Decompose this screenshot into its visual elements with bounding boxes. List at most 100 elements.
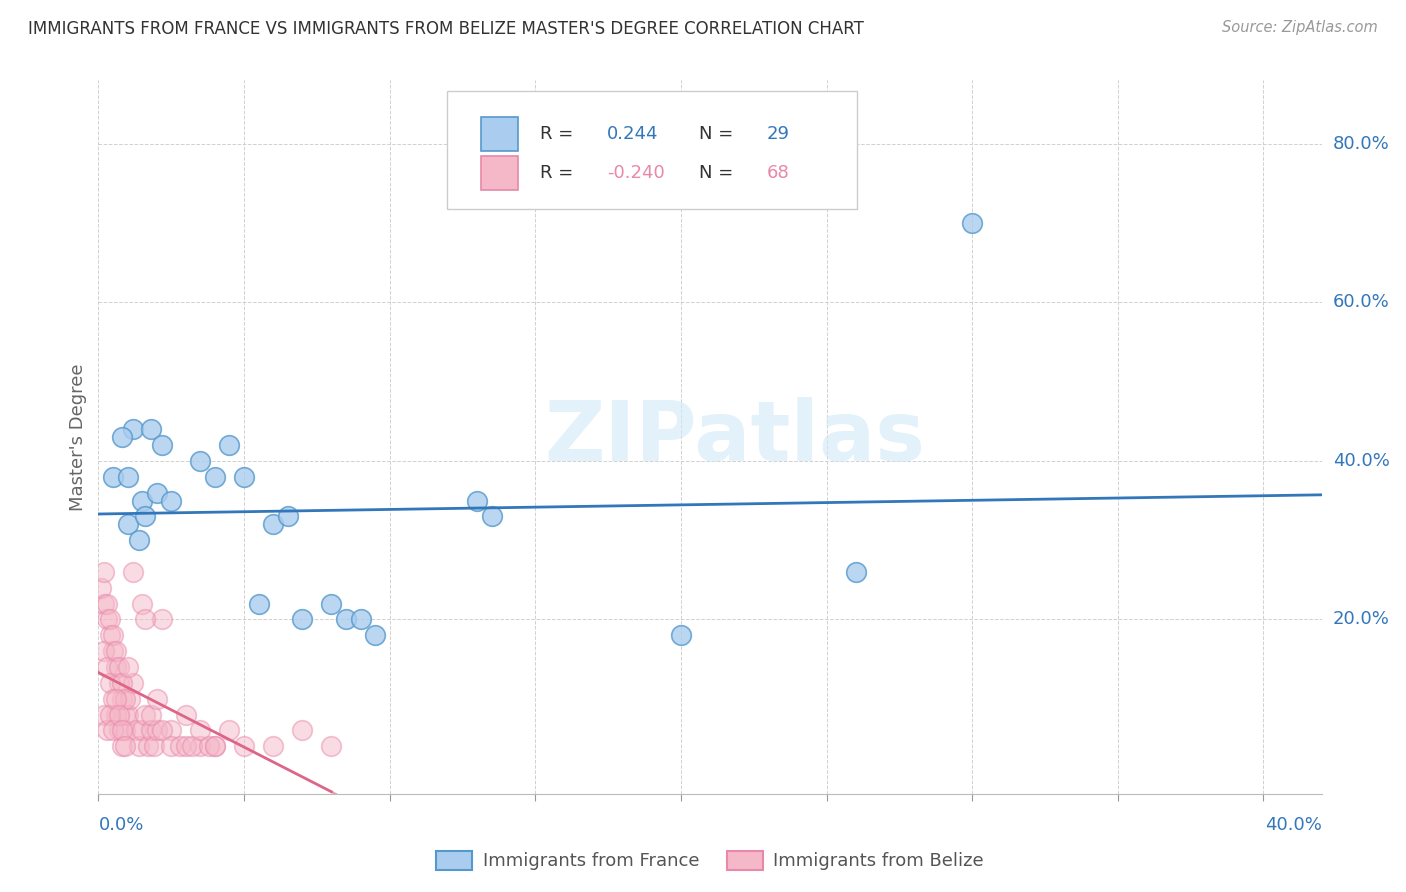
Text: Source: ZipAtlas.com: Source: ZipAtlas.com xyxy=(1222,20,1378,35)
Point xyxy=(321,597,343,611)
Point xyxy=(218,723,240,738)
Point xyxy=(128,533,150,548)
Point xyxy=(321,739,343,754)
Point xyxy=(108,660,131,674)
Point xyxy=(145,691,167,706)
Point xyxy=(204,469,226,483)
Point xyxy=(134,509,156,524)
Point xyxy=(98,707,121,722)
Point xyxy=(117,469,139,483)
Point xyxy=(108,676,131,690)
Text: R =: R = xyxy=(540,125,579,143)
Point xyxy=(93,644,115,658)
Point xyxy=(669,628,692,642)
Point xyxy=(188,723,212,738)
Point xyxy=(291,612,314,626)
Point xyxy=(134,612,156,626)
Point xyxy=(145,485,167,500)
Point xyxy=(174,739,197,754)
Point xyxy=(152,723,174,738)
Text: 0.244: 0.244 xyxy=(607,125,659,143)
Point xyxy=(120,691,142,706)
Point xyxy=(117,707,139,722)
Point xyxy=(160,493,183,508)
Point xyxy=(96,660,118,674)
Point xyxy=(93,597,115,611)
Point xyxy=(96,723,118,738)
Point xyxy=(335,612,357,626)
Point xyxy=(136,739,159,754)
Text: -0.240: -0.240 xyxy=(607,164,665,182)
Text: IMMIGRANTS FROM FRANCE VS IMMIGRANTS FROM BELIZE MASTER'S DEGREE CORRELATION CHA: IMMIGRANTS FROM FRANCE VS IMMIGRANTS FRO… xyxy=(28,20,865,37)
Text: R =: R = xyxy=(540,164,579,182)
Point xyxy=(104,707,127,722)
Point xyxy=(465,493,488,508)
Point xyxy=(960,216,983,230)
Point xyxy=(277,509,299,524)
Point xyxy=(122,565,145,579)
Text: 40.0%: 40.0% xyxy=(1333,452,1389,470)
Point xyxy=(204,739,226,754)
Point xyxy=(125,723,148,738)
Point xyxy=(142,739,165,754)
Point xyxy=(139,707,162,722)
Text: 20.0%: 20.0% xyxy=(1333,610,1389,629)
Point xyxy=(131,597,153,611)
Point xyxy=(101,644,124,658)
Text: 68: 68 xyxy=(766,164,789,182)
Point xyxy=(845,565,868,579)
Point xyxy=(114,723,136,738)
Point xyxy=(233,739,256,754)
Point xyxy=(101,628,124,642)
FancyBboxPatch shape xyxy=(481,156,517,190)
Point xyxy=(180,739,202,754)
Point xyxy=(174,707,197,722)
Text: N =: N = xyxy=(699,164,740,182)
Point xyxy=(134,707,156,722)
Point xyxy=(364,628,387,642)
Point xyxy=(152,438,174,452)
Text: ZIPatlas: ZIPatlas xyxy=(544,397,925,477)
Point xyxy=(108,723,131,738)
Point xyxy=(108,707,131,722)
Point xyxy=(122,676,145,690)
Text: 29: 29 xyxy=(766,125,789,143)
Legend: Immigrants from France, Immigrants from Belize: Immigrants from France, Immigrants from … xyxy=(429,843,991,878)
Y-axis label: Master's Degree: Master's Degree xyxy=(69,363,87,511)
Point xyxy=(169,739,191,754)
FancyBboxPatch shape xyxy=(447,91,856,209)
Point xyxy=(128,739,150,754)
Point xyxy=(104,691,127,706)
Point xyxy=(145,723,167,738)
Point xyxy=(98,612,121,626)
Point xyxy=(131,723,153,738)
Point xyxy=(111,691,134,706)
Point xyxy=(349,612,371,626)
Point xyxy=(188,739,212,754)
Point xyxy=(90,581,112,595)
Point xyxy=(96,597,118,611)
Point xyxy=(131,493,153,508)
Point xyxy=(117,660,139,674)
Point xyxy=(104,660,127,674)
Text: 40.0%: 40.0% xyxy=(1265,816,1322,834)
Point xyxy=(139,723,162,738)
Point xyxy=(247,597,270,611)
Point xyxy=(262,517,284,532)
Point xyxy=(111,430,134,444)
Point xyxy=(114,707,136,722)
Point xyxy=(139,422,162,436)
Point xyxy=(152,612,174,626)
Point xyxy=(198,739,221,754)
FancyBboxPatch shape xyxy=(481,117,517,151)
Point xyxy=(96,612,118,626)
Point xyxy=(101,723,124,738)
Point xyxy=(111,723,134,738)
Point xyxy=(93,565,115,579)
Point xyxy=(188,454,212,468)
Point xyxy=(114,691,136,706)
Text: 60.0%: 60.0% xyxy=(1333,293,1389,311)
Point xyxy=(101,469,124,483)
Point xyxy=(262,739,284,754)
Point xyxy=(233,469,256,483)
